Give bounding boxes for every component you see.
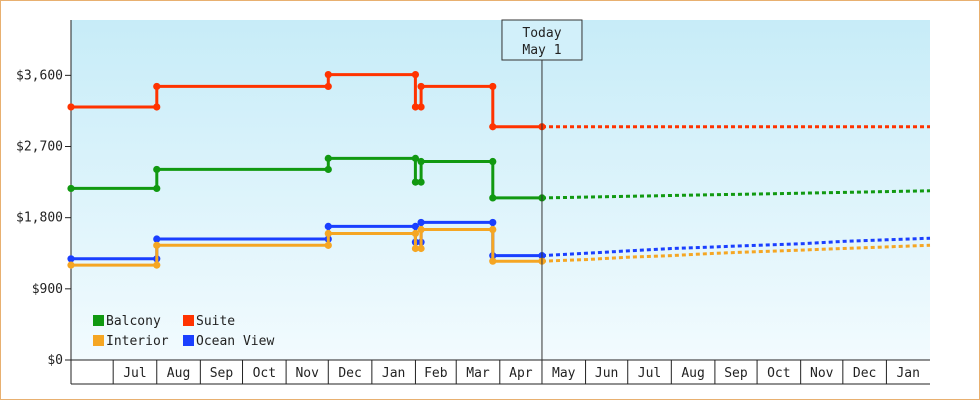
data-point (153, 82, 161, 91)
month-label: Nov (295, 366, 319, 381)
data-point (489, 194, 497, 202)
data-point (417, 178, 425, 186)
legend-swatch-ocean-view (183, 335, 194, 346)
y-tick-label: $2,700 (16, 140, 63, 155)
data-point (324, 82, 332, 91)
data-point (411, 70, 420, 79)
data-point (67, 103, 75, 111)
data-point (411, 154, 420, 162)
data-point (417, 82, 425, 91)
month-label: Dec (853, 366, 876, 381)
y-tick-label: $900 (32, 282, 63, 297)
data-point (417, 157, 425, 166)
data-point (324, 241, 332, 249)
series-forecast-balcony (541, 189, 931, 200)
data-point (153, 235, 161, 243)
data-point (411, 178, 420, 186)
legend-label-interior: Interior (106, 334, 169, 349)
month-label: Sep (724, 366, 748, 381)
series-forecast-interior (541, 243, 931, 263)
data-point (411, 103, 420, 111)
month-label: Nov (810, 366, 834, 381)
series-forecast-ocean-view (541, 236, 931, 258)
today-box (501, 19, 583, 61)
legend-label-balcony: Balcony (106, 314, 161, 329)
data-point (489, 123, 497, 131)
data-point (324, 229, 332, 238)
month-label: Aug (681, 366, 704, 381)
data-point (153, 103, 161, 111)
month-label: Sep (210, 366, 234, 381)
month-label: Aug (167, 366, 190, 381)
series-balcony (67, 154, 931, 202)
month-label: Jul (638, 366, 661, 381)
data-point (417, 244, 425, 253)
month-label: Jul (123, 366, 146, 381)
legend-label-ocean-view: Ocean View (196, 334, 274, 349)
data-point (324, 70, 332, 79)
y-tick-label: $1,800 (16, 211, 63, 226)
month-label: Mar (466, 366, 490, 381)
series-suite (67, 70, 930, 131)
data-point (153, 165, 161, 174)
data-point (417, 218, 425, 227)
data-point (67, 184, 75, 193)
month-label: May (552, 366, 576, 381)
data-point (417, 225, 425, 234)
y-axis: $0 $900 $1,800 $2,700 $3,600 (16, 20, 72, 384)
legend-label-suite: Suite (196, 314, 235, 329)
data-point (411, 229, 420, 238)
legend-swatch-suite (183, 315, 194, 326)
legend-swatch-balcony (93, 315, 104, 326)
plot-area (71, 20, 930, 360)
data-point (489, 225, 497, 234)
legend-swatch-interior (93, 335, 104, 346)
data-point (417, 103, 425, 111)
today-label: Today (522, 26, 561, 41)
data-point (324, 165, 332, 174)
data-point (489, 257, 497, 265)
data-point (411, 222, 420, 230)
series-interior (67, 225, 931, 269)
today-marker: Today May 1 (501, 19, 583, 384)
data-point (489, 82, 497, 91)
data-point (67, 255, 75, 263)
today-date-label: May 1 (522, 43, 561, 58)
data-point (153, 241, 161, 249)
data-point (324, 222, 332, 230)
month-label: Apr (509, 366, 533, 381)
y-tick-label: $0 (47, 353, 63, 368)
x-axis: Jul Aug Sep Oct Nov Dec Jan Feb Mar Apr May Jun Jul A… (71, 359, 930, 385)
data-point (324, 154, 332, 162)
month-label: Jan (382, 366, 405, 381)
legend: Balcony Suite Interior Ocean View (93, 314, 274, 349)
month-label: Jun (595, 366, 618, 381)
month-label: Oct (253, 366, 276, 381)
y-tick-label: $3,600 (16, 68, 63, 83)
data-point (411, 244, 420, 253)
month-label: Oct (767, 366, 790, 381)
data-point (489, 157, 497, 166)
month-label: Jan (896, 366, 919, 381)
month-label: Feb (424, 366, 448, 381)
data-point (153, 184, 161, 193)
data-point (67, 261, 75, 269)
month-label: Dec (338, 366, 361, 381)
series-layer (67, 70, 931, 269)
data-point (489, 218, 497, 227)
data-point (153, 261, 161, 269)
